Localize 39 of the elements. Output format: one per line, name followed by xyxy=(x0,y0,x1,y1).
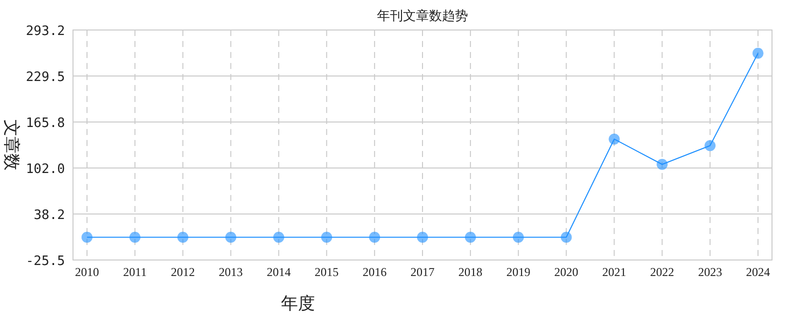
y-tick-label: 38.2 xyxy=(34,208,65,224)
y-tick-label: 293.2 xyxy=(26,24,65,39)
x-tick-label: 2018 xyxy=(458,265,482,279)
y-tick-label: -25.5 xyxy=(26,254,65,269)
point xyxy=(369,232,380,243)
x-tick-label: 2013 xyxy=(218,265,243,279)
x-tick-label: 2022 xyxy=(650,265,674,279)
point xyxy=(321,232,332,243)
point xyxy=(82,232,92,243)
point xyxy=(752,48,764,59)
x-tick-label: 2014 xyxy=(266,265,291,279)
x-tick-label: 2024 xyxy=(746,265,770,279)
x-tick-label: 2012 xyxy=(170,265,195,279)
y-axis-title: 文章数 xyxy=(2,120,21,170)
x-tick-label: 2021 xyxy=(602,265,626,279)
x-tick-label: 2010 xyxy=(75,265,99,279)
x-tick-label: 2011 xyxy=(123,265,147,279)
y-tick-label: 165.8 xyxy=(26,116,65,131)
point xyxy=(704,140,716,152)
x-tick-label: 2023 xyxy=(698,265,722,279)
point xyxy=(129,232,140,243)
y-tick-label: 102.0 xyxy=(26,162,65,177)
point xyxy=(560,232,572,243)
point xyxy=(417,232,428,243)
x-tick-label: 2015 xyxy=(314,265,339,279)
y-tick-label: 229.5 xyxy=(26,70,65,85)
point xyxy=(225,232,236,243)
point xyxy=(177,232,188,243)
x-tick-label: 2020 xyxy=(554,265,578,279)
point xyxy=(464,232,476,243)
point xyxy=(512,232,524,243)
x-tick-label: 2016 xyxy=(362,265,387,279)
point xyxy=(656,158,668,170)
chart-title: 年刊文章数趋势 xyxy=(377,8,468,23)
point xyxy=(273,232,284,243)
point xyxy=(608,134,620,145)
x-tick-label: 2019 xyxy=(506,265,530,279)
x-tick-label: 2017 xyxy=(410,265,434,279)
x-axis-title: 年度 xyxy=(281,294,315,313)
